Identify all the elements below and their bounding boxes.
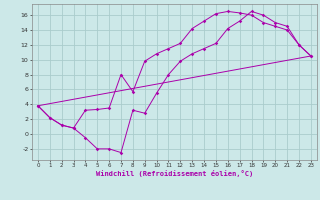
X-axis label: Windchill (Refroidissement éolien,°C): Windchill (Refroidissement éolien,°C) — [96, 170, 253, 177]
